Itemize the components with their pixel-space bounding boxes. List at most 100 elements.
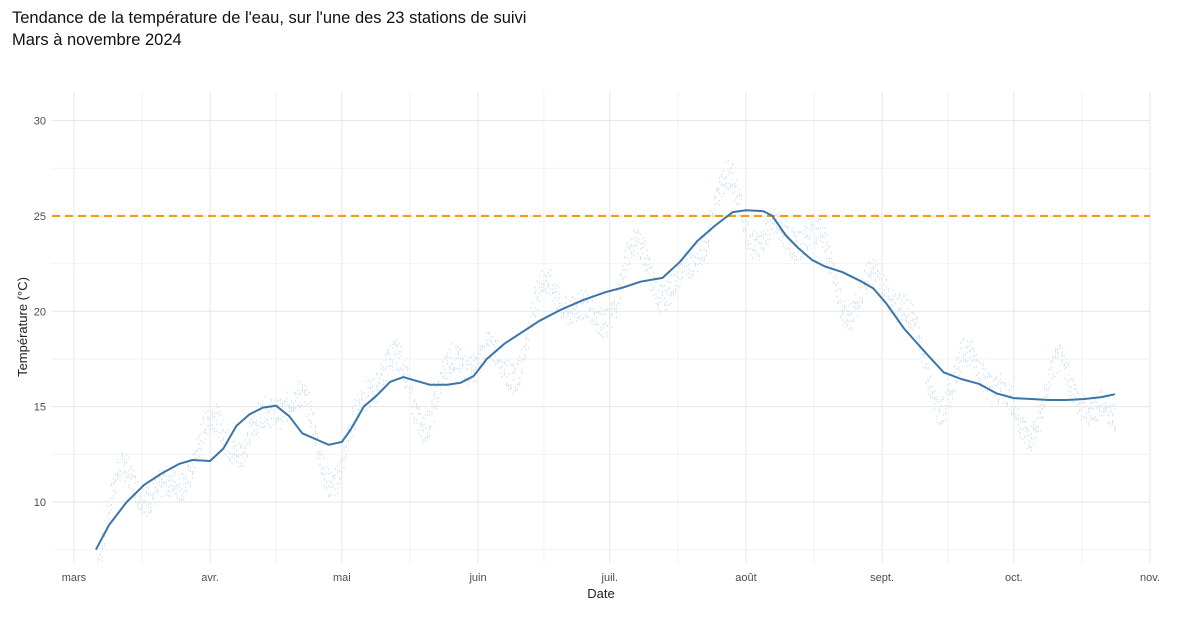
reading-point bbox=[444, 357, 446, 359]
reading-point bbox=[422, 430, 424, 433]
reading-point bbox=[1002, 397, 1004, 400]
reading-point bbox=[1081, 392, 1083, 395]
reading-point bbox=[341, 461, 343, 464]
reading-point bbox=[321, 473, 323, 476]
reading-point bbox=[400, 355, 402, 357]
reading-point bbox=[740, 219, 743, 222]
reading-point bbox=[343, 458, 345, 461]
reading-point bbox=[872, 268, 874, 270]
reading-point bbox=[325, 481, 328, 484]
reading-point bbox=[519, 381, 521, 384]
reading-point bbox=[736, 201, 738, 204]
reading-point bbox=[271, 426, 273, 429]
reading-point bbox=[404, 367, 407, 369]
reading-point bbox=[820, 227, 822, 230]
reading-point bbox=[958, 351, 960, 354]
reading-point bbox=[145, 486, 148, 488]
reading-point bbox=[321, 466, 323, 469]
reading-point bbox=[341, 458, 343, 461]
reading-point bbox=[883, 289, 885, 292]
reading-point bbox=[275, 406, 277, 409]
reading-point bbox=[1068, 385, 1070, 388]
reading-point bbox=[198, 436, 200, 439]
reading-point bbox=[339, 478, 341, 481]
reading-point bbox=[1096, 401, 1098, 404]
reading-point bbox=[532, 323, 534, 325]
reading-point bbox=[848, 320, 850, 323]
reading-point bbox=[701, 237, 703, 240]
reading-point bbox=[286, 400, 288, 403]
reading-point bbox=[806, 249, 809, 251]
reading-point bbox=[1092, 396, 1094, 398]
reading-point bbox=[108, 517, 110, 520]
reading-point bbox=[233, 445, 235, 448]
reading-point bbox=[268, 411, 271, 414]
reading-point bbox=[596, 321, 598, 324]
reading-point bbox=[800, 247, 802, 249]
reading-point bbox=[185, 482, 187, 484]
reading-point bbox=[374, 401, 376, 404]
reading-point bbox=[292, 407, 295, 410]
reading-point bbox=[945, 411, 947, 414]
reading-point bbox=[653, 294, 655, 297]
reading-point bbox=[552, 300, 554, 303]
reading-point bbox=[701, 264, 703, 266]
reading-point bbox=[565, 295, 567, 298]
reading-point bbox=[398, 368, 400, 371]
reading-point bbox=[942, 413, 945, 416]
reading-point bbox=[319, 450, 321, 453]
reading-point bbox=[791, 230, 793, 232]
reading-point bbox=[442, 372, 444, 375]
reading-point bbox=[686, 258, 688, 260]
reading-point bbox=[501, 375, 503, 378]
reading-point bbox=[727, 188, 729, 191]
reading-point bbox=[1048, 381, 1050, 383]
reading-point bbox=[650, 289, 653, 292]
reading-point bbox=[681, 262, 683, 265]
reading-point bbox=[374, 398, 376, 400]
reading-point bbox=[490, 339, 492, 342]
reading-point bbox=[1105, 410, 1107, 412]
reading-point bbox=[251, 433, 253, 436]
reading-point bbox=[885, 285, 888, 288]
reading-point bbox=[154, 503, 156, 505]
reading-point bbox=[1030, 437, 1033, 440]
reading-point bbox=[692, 275, 694, 278]
reading-point bbox=[490, 336, 492, 338]
reading-point bbox=[866, 292, 868, 295]
reading-point bbox=[602, 323, 604, 326]
reading-point bbox=[110, 504, 112, 506]
reading-point bbox=[444, 378, 446, 381]
reading-point bbox=[297, 393, 299, 396]
reading-point bbox=[233, 447, 235, 450]
reading-point bbox=[554, 296, 556, 299]
reading-point bbox=[648, 267, 650, 269]
reading-point bbox=[255, 428, 257, 431]
reading-point bbox=[971, 348, 973, 351]
reading-point bbox=[782, 235, 784, 238]
reading-point bbox=[960, 341, 962, 343]
reading-point bbox=[637, 229, 639, 232]
reading-point bbox=[262, 422, 264, 425]
reading-point bbox=[402, 364, 404, 366]
reading-point bbox=[448, 356, 451, 359]
reading-point bbox=[448, 348, 451, 351]
reading-point bbox=[672, 291, 675, 293]
reading-point bbox=[1076, 391, 1079, 393]
reading-point bbox=[1039, 404, 1041, 407]
reading-point bbox=[473, 365, 475, 367]
reading-point bbox=[896, 297, 899, 300]
reading-point bbox=[194, 470, 196, 473]
reading-point bbox=[519, 360, 521, 362]
reading-point bbox=[1072, 380, 1074, 383]
reading-point bbox=[187, 466, 189, 469]
reading-point bbox=[137, 480, 139, 483]
reading-point bbox=[297, 404, 299, 406]
reading-point bbox=[1107, 406, 1109, 408]
reading-point bbox=[692, 255, 694, 257]
reading-point bbox=[982, 362, 984, 365]
reading-point bbox=[1094, 398, 1096, 401]
reading-point bbox=[330, 494, 332, 496]
reading-point bbox=[857, 304, 859, 307]
reading-point bbox=[828, 257, 830, 260]
